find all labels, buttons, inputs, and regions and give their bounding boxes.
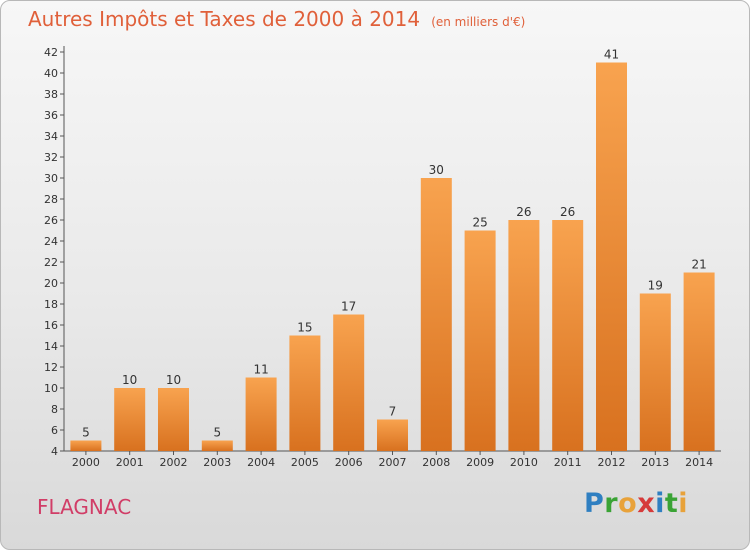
commune-name: FLAGNAC [37, 495, 132, 519]
x-tick-label: 2010 [510, 456, 538, 469]
x-tick-label: 2005 [291, 456, 319, 469]
bar-2003 [201, 440, 233, 451]
x-tick-label: 2011 [554, 456, 582, 469]
value-label-2004: 11 [253, 363, 268, 377]
logo-letter: o [618, 488, 638, 519]
x-tick-label: 2009 [466, 456, 494, 469]
y-tick-label: 42 [44, 46, 58, 59]
bar-2009 [464, 230, 496, 451]
value-label-2011: 26 [560, 205, 575, 219]
logo-letter: i [678, 488, 689, 519]
x-tick-label: 2001 [116, 456, 144, 469]
x-tick-label: 2004 [247, 456, 275, 469]
x-tick-label: 2006 [335, 456, 363, 469]
y-tick-label: 12 [44, 361, 58, 374]
y-tick-label: 6 [51, 424, 58, 437]
value-label-2007: 7 [389, 405, 397, 419]
y-tick-label: 8 [51, 403, 58, 416]
x-tick-label: 2007 [379, 456, 407, 469]
value-label-2002: 10 [166, 373, 181, 387]
bar-2002 [158, 388, 189, 451]
bar-2005 [289, 335, 321, 451]
bar-2007 [377, 419, 408, 451]
chart-title-text: Autres Impôts et Taxes de 2000 à 2014 [28, 7, 421, 31]
value-label-2009: 25 [472, 216, 487, 230]
y-tick-label: 38 [44, 88, 58, 101]
bar-2010 [508, 220, 540, 451]
bar-2013 [639, 293, 671, 451]
y-tick-label: 32 [44, 151, 58, 164]
y-tick-label: 18 [44, 298, 58, 311]
x-tick-label: 2013 [641, 456, 669, 469]
y-tick-label: 26 [44, 214, 58, 227]
x-tick-label: 2012 [598, 456, 626, 469]
bar-2011 [552, 220, 584, 451]
y-tick-label: 10 [44, 382, 58, 395]
value-label-2005: 15 [297, 321, 312, 335]
x-tick-label: 2000 [72, 456, 100, 469]
y-tick-label: 20 [44, 277, 58, 290]
y-tick-label: 16 [44, 319, 58, 332]
y-tick-label: 24 [44, 235, 58, 248]
bar-2004 [245, 377, 277, 451]
logo-letter: r [604, 488, 619, 519]
bar-2006 [333, 314, 365, 451]
value-label-2008: 30 [429, 163, 444, 177]
chart-subtitle: (en milliers d'€) [431, 15, 526, 29]
y-tick-label: 14 [44, 340, 58, 353]
y-tick-label: 40 [44, 67, 58, 80]
x-tick-label: 2003 [203, 456, 231, 469]
value-label-2014: 21 [691, 258, 706, 272]
value-label-2003: 5 [213, 426, 221, 440]
logo-letter: P [584, 488, 605, 519]
y-tick-label: 4 [51, 445, 58, 458]
bar-2012 [596, 62, 627, 451]
x-tick-label: 2014 [685, 456, 713, 469]
y-tick-label: 22 [44, 256, 58, 269]
y-tick-label: 34 [44, 130, 58, 143]
logo-letter: t [664, 488, 679, 519]
value-label-2012: 41 [604, 48, 619, 62]
value-label-2000: 5 [82, 426, 90, 440]
bar-2014 [683, 272, 715, 451]
bar-2008 [420, 178, 452, 451]
value-label-2010: 26 [516, 205, 531, 219]
value-label-2001: 10 [122, 373, 137, 387]
value-label-2006: 17 [341, 300, 356, 314]
x-tick-label: 2002 [160, 456, 188, 469]
logo-letter: x [637, 488, 656, 519]
bar-2000 [70, 440, 102, 451]
value-label-2013: 19 [648, 279, 663, 293]
bar-2001 [114, 388, 146, 451]
logo-letter: i [655, 488, 665, 519]
y-tick-label: 30 [44, 172, 58, 185]
x-tick-label: 2008 [422, 456, 450, 469]
y-tick-label: 28 [44, 193, 58, 206]
proxiti-logo: Proxiti [584, 488, 688, 519]
y-tick-label: 36 [44, 109, 58, 122]
chart-title: Autres Impôts et Taxes de 2000 à 2014 (e… [28, 7, 525, 31]
